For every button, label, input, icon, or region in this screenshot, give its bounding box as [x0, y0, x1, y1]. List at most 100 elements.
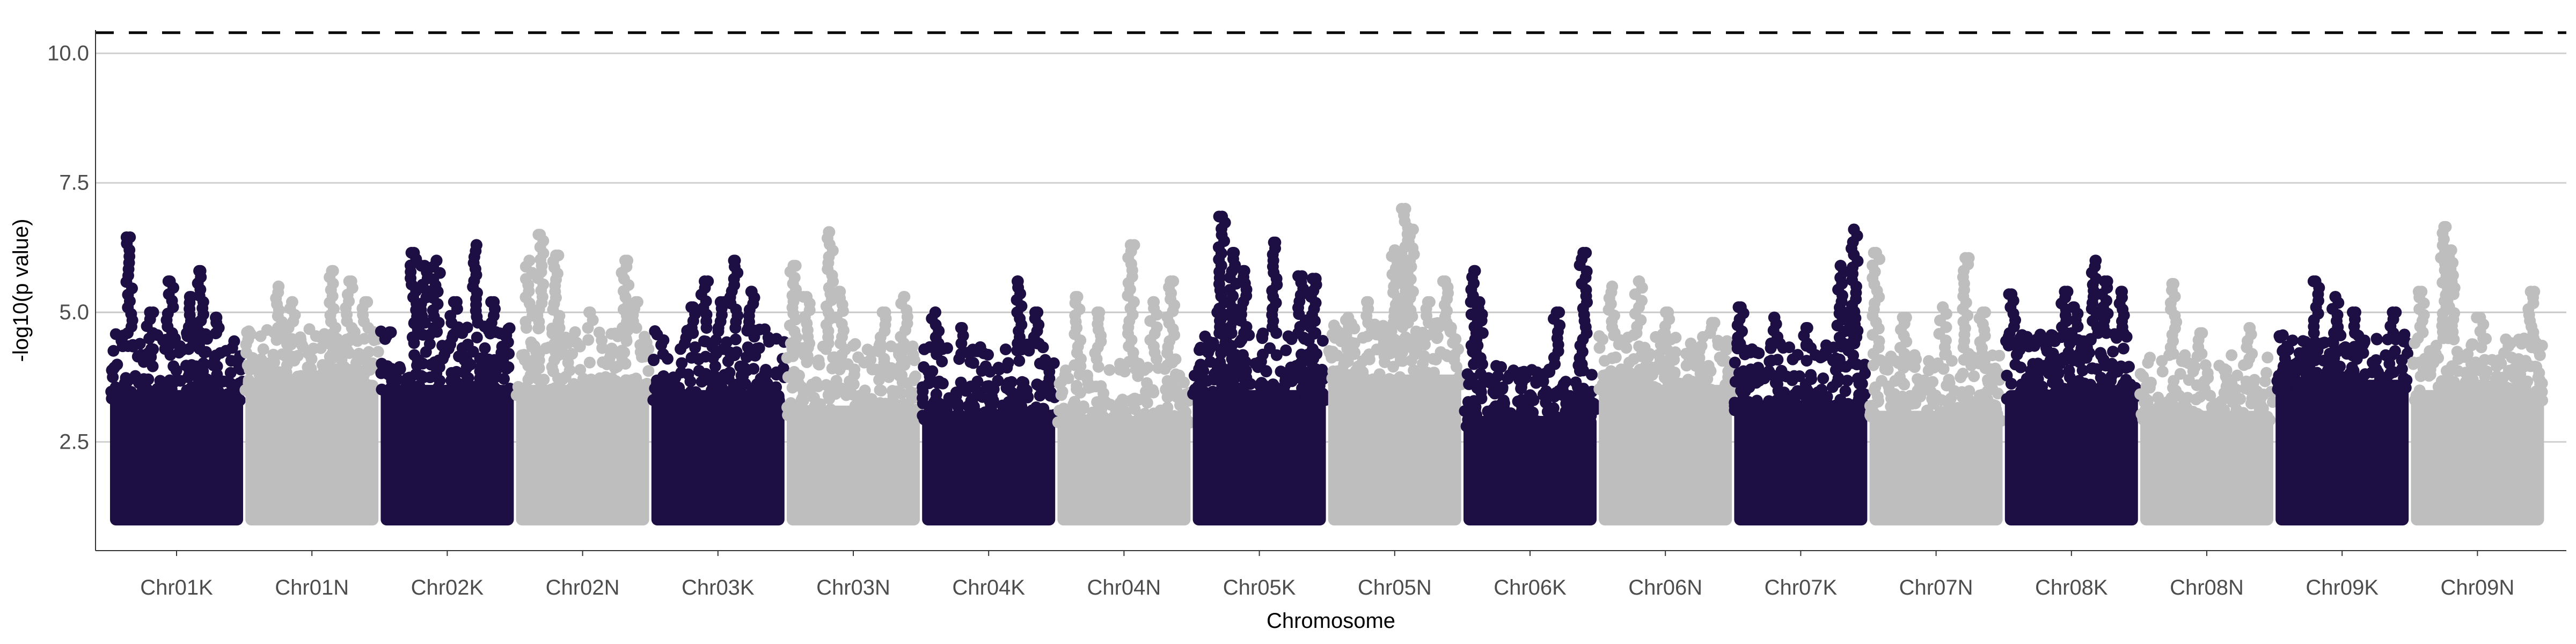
data-point	[285, 338, 297, 350]
data-point	[759, 370, 771, 382]
data-point	[569, 326, 581, 338]
data-point	[2409, 394, 2421, 406]
data-point	[657, 393, 669, 405]
data-point	[895, 360, 907, 372]
data-point	[2116, 381, 2128, 393]
data-point	[918, 361, 930, 374]
data-point	[1490, 408, 1502, 421]
data-point	[2292, 382, 2304, 394]
peak-point	[2329, 291, 2341, 303]
data-point	[2280, 358, 2292, 370]
data-point	[1518, 396, 1530, 408]
data-point	[2295, 363, 2307, 375]
peak-point	[2194, 327, 2206, 339]
data-point	[1218, 344, 1231, 356]
data-point	[967, 392, 979, 405]
peak-point	[2116, 286, 2128, 298]
data-point	[854, 393, 867, 405]
data-point	[1777, 370, 1790, 382]
data-point	[822, 389, 835, 401]
data-point	[1254, 379, 1266, 391]
data-point	[689, 341, 701, 353]
peak-point	[2243, 321, 2256, 334]
peak-point	[1091, 306, 1103, 319]
data-point	[806, 378, 818, 391]
data-point	[155, 390, 167, 402]
data-point	[901, 377, 913, 390]
data-point	[194, 380, 207, 393]
data-point	[781, 352, 793, 364]
data-point	[605, 342, 618, 355]
peak-point	[898, 291, 910, 303]
data-point	[510, 389, 523, 401]
series-Chr01N	[239, 265, 384, 526]
peak-point	[745, 286, 757, 298]
x-tick-label: Chr07K	[1765, 576, 1838, 599]
point-bulk	[651, 390, 785, 526]
peak-point	[1399, 202, 1411, 215]
data-point	[490, 364, 502, 376]
data-point	[1734, 375, 1746, 387]
data-point	[368, 334, 380, 347]
data-point	[1584, 401, 1597, 414]
peak-point	[2089, 254, 2102, 267]
peak-point	[1706, 317, 1718, 329]
data-point	[1743, 401, 1755, 414]
data-point	[1069, 402, 1081, 414]
data-point	[1992, 367, 2004, 379]
data-point	[554, 389, 567, 401]
data-point	[2428, 344, 2440, 356]
peak-point	[685, 301, 698, 313]
point-bulk	[1599, 385, 1732, 526]
data-point	[1752, 362, 1765, 374]
peak-point	[1977, 306, 1989, 319]
data-point	[2092, 393, 2105, 406]
data-point	[574, 340, 586, 353]
data-point	[1831, 376, 1843, 389]
data-point	[1396, 355, 1409, 367]
data-point	[294, 331, 306, 343]
data-point	[1737, 365, 1750, 377]
data-point	[391, 374, 403, 386]
data-point	[1518, 365, 1530, 378]
data-point	[1637, 389, 1649, 401]
data-point	[1550, 387, 1562, 399]
data-point	[1130, 418, 1142, 430]
data-point	[1820, 349, 1832, 361]
y-axis-title: -log10(p value)	[9, 219, 33, 362]
data-point	[180, 393, 192, 405]
data-point	[2009, 358, 2022, 371]
data-point	[1942, 413, 1954, 425]
data-point	[870, 363, 882, 376]
data-point	[1973, 399, 1986, 411]
peak-point	[523, 254, 536, 267]
data-point	[1057, 419, 1070, 431]
data-point	[1928, 362, 1940, 374]
peak-point	[184, 291, 196, 303]
data-point	[1307, 353, 1320, 365]
data-point	[1189, 383, 1201, 396]
point-bulk	[380, 385, 514, 526]
data-point	[1418, 379, 1431, 391]
data-point	[1383, 379, 1395, 391]
data-point	[981, 380, 993, 392]
peak-point	[2350, 306, 2361, 319]
data-point	[2491, 370, 2503, 383]
data-point	[1729, 356, 1741, 369]
data-point	[2001, 369, 2013, 382]
peak-point	[2168, 277, 2179, 290]
data-point	[2081, 341, 2093, 354]
peak-point	[823, 226, 836, 238]
data-point	[2023, 390, 2035, 402]
peak-point	[408, 247, 420, 259]
data-point	[1440, 349, 1452, 361]
x-tick-label: Chr01N	[275, 576, 349, 599]
data-point	[538, 374, 550, 386]
data-point	[2407, 358, 2419, 370]
data-point	[1633, 374, 1645, 386]
point-bulk	[1057, 416, 1191, 526]
data-point	[137, 351, 150, 363]
data-point	[1537, 375, 1549, 387]
data-point	[1103, 364, 1116, 376]
point-bulk	[1328, 374, 1461, 526]
